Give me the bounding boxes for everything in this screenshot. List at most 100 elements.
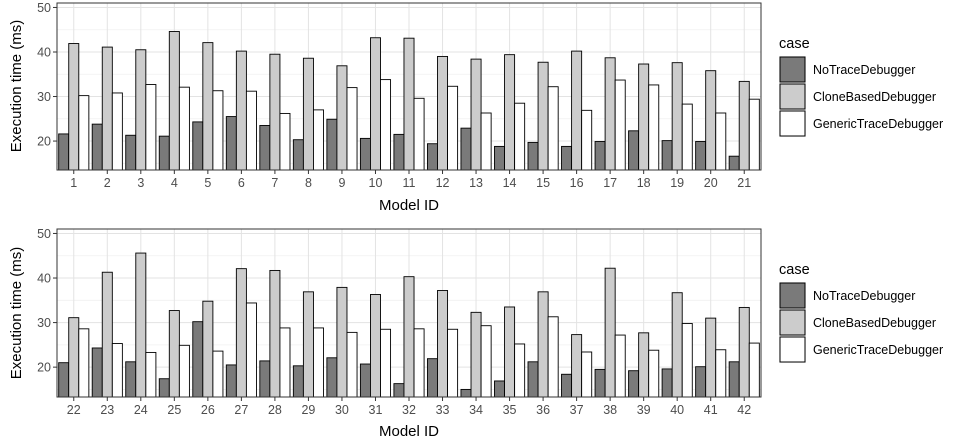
bar-notracedebugger-15 xyxy=(527,141,539,171)
bar-notracedebugger-23 xyxy=(91,347,103,398)
bar-generictracedebugger-15 xyxy=(547,86,559,171)
bar-notracedebugger-11 xyxy=(393,133,405,171)
x-tick-label: 30 xyxy=(335,403,349,417)
bar-clonebaseddebugger-35 xyxy=(504,306,516,398)
bar-clonebaseddebugger-12 xyxy=(437,55,449,171)
y-axis-title: Execution time (ms) xyxy=(8,20,25,153)
x-tick-label: 12 xyxy=(436,176,450,190)
legend-key-clonebaseddebugger xyxy=(779,83,806,110)
bar-generictracedebugger-31 xyxy=(380,328,392,398)
x-tick-label: 32 xyxy=(402,403,416,417)
x-tick-label: 35 xyxy=(503,403,517,417)
y-tick-label: 20 xyxy=(37,135,51,149)
chart-panel-2: 20 30 40 50 22 23 24 25 26 27 28 29 30 31 32 33 34 35 36 37… xyxy=(8,227,943,440)
x-tick-label: 17 xyxy=(603,176,617,190)
bar-clonebaseddebugger-27 xyxy=(235,268,247,398)
bar-generictracedebugger-33 xyxy=(447,328,459,398)
bar-generictracedebugger-26 xyxy=(212,350,224,398)
bar-notracedebugger-27 xyxy=(225,364,237,398)
bar-clonebaseddebugger-33 xyxy=(437,290,449,398)
legend: case NoTraceDebugger CloneBasedDebugger Ge… xyxy=(779,262,943,363)
bar-generictracedebugger-12 xyxy=(447,85,459,171)
bar-clonebaseddebugger-8 xyxy=(302,57,314,171)
bar-clonebaseddebugger-38 xyxy=(604,267,616,398)
bars xyxy=(58,31,760,171)
bar-notracedebugger-24 xyxy=(125,361,137,398)
x-tick-label: 39 xyxy=(637,403,651,417)
bar-generictracedebugger-41 xyxy=(715,349,727,398)
bar-notracedebugger-17 xyxy=(594,141,606,171)
bar-generictracedebugger-42 xyxy=(748,342,760,398)
bar-notracedebugger-25 xyxy=(158,378,170,398)
bar-notracedebugger-18 xyxy=(628,130,640,171)
x-tick-label: 21 xyxy=(737,176,751,190)
y-tick-label: 30 xyxy=(37,316,51,330)
bar-notracedebugger-39 xyxy=(628,370,640,398)
bar-notracedebugger-3 xyxy=(125,134,137,171)
bar-clonebaseddebugger-39 xyxy=(638,332,650,398)
bar-clonebaseddebugger-9 xyxy=(336,65,348,171)
bar-clonebaseddebugger-1 xyxy=(68,43,80,171)
x-tick-label: 40 xyxy=(670,403,684,417)
bar-clonebaseddebugger-26 xyxy=(202,300,214,398)
bar-generictracedebugger-23 xyxy=(111,343,123,398)
bar-generictracedebugger-40 xyxy=(681,323,693,398)
bar-clonebaseddebugger-36 xyxy=(537,291,549,398)
bar-notracedebugger-20 xyxy=(695,141,707,171)
x-tick-label: 9 xyxy=(338,176,345,190)
x-tick-label: 42 xyxy=(737,403,751,417)
bar-generictracedebugger-8 xyxy=(313,109,324,171)
x-tick-label: 28 xyxy=(268,403,282,417)
x-tick-label: 31 xyxy=(369,403,383,417)
legend-label: GenericTraceDebugger xyxy=(813,117,943,131)
bar-notracedebugger-22 xyxy=(58,362,70,398)
x-tick-label: 2 xyxy=(104,176,111,190)
bar-generictracedebugger-34 xyxy=(480,325,492,398)
bar-generictracedebugger-18 xyxy=(648,84,660,171)
legend-label: CloneBasedDebugger xyxy=(813,90,936,104)
bar-generictracedebugger-6 xyxy=(245,90,257,171)
bar-generictracedebugger-4 xyxy=(178,86,190,171)
bar-generictracedebugger-16 xyxy=(581,109,593,171)
bar-generictracedebugger-11 xyxy=(413,97,425,171)
x-tick-label: 33 xyxy=(436,403,450,417)
bar-notracedebugger-1 xyxy=(58,133,70,171)
x-tick-label: 6 xyxy=(238,176,245,190)
bar-clonebaseddebugger-11 xyxy=(403,37,415,171)
bar-notracedebugger-2 xyxy=(91,123,103,171)
bar-generictracedebugger-17 xyxy=(614,79,626,171)
legend-title: case xyxy=(779,36,810,52)
bar-notracedebugger-29 xyxy=(292,365,304,398)
x-tick-label: 24 xyxy=(134,403,148,417)
bar-notracedebugger-14 xyxy=(494,145,505,171)
bar-notracedebugger-7 xyxy=(259,125,271,171)
bar-clonebaseddebugger-21 xyxy=(738,80,750,171)
panel-border xyxy=(56,2,762,171)
bar-clonebaseddebugger-34 xyxy=(470,311,482,398)
bar-clonebaseddebugger-4 xyxy=(168,31,180,171)
bar-generictracedebugger-1 xyxy=(78,95,90,171)
bar-notracedebugger-31 xyxy=(359,363,371,398)
bar-generictracedebugger-13 xyxy=(480,112,492,171)
bar-notracedebugger-10 xyxy=(359,137,371,171)
bar-generictracedebugger-24 xyxy=(145,351,157,398)
bar-clonebaseddebugger-18 xyxy=(638,63,650,171)
bar-generictracedebugger-30 xyxy=(346,331,358,398)
y-tick-label: 20 xyxy=(37,361,51,375)
bar-clonebaseddebugger-30 xyxy=(336,286,348,398)
bar-clonebaseddebugger-28 xyxy=(269,269,281,398)
x-tick-label: 7 xyxy=(271,176,278,190)
bar-generictracedebugger-28 xyxy=(279,327,291,398)
bar-clonebaseddebugger-31 xyxy=(370,294,381,398)
x-tick-label: 34 xyxy=(469,403,483,417)
y-tick-label: 40 xyxy=(37,45,51,59)
x-tick-label: 36 xyxy=(536,403,550,417)
bar-generictracedebugger-25 xyxy=(178,344,190,398)
x-tick-label: 20 xyxy=(704,176,718,190)
bar-notracedebugger-35 xyxy=(494,380,505,398)
bar-generictracedebugger-9 xyxy=(346,87,358,171)
bar-clonebaseddebugger-41 xyxy=(705,317,717,398)
x-tick-label: 41 xyxy=(704,403,718,417)
bar-clonebaseddebugger-24 xyxy=(135,252,147,398)
